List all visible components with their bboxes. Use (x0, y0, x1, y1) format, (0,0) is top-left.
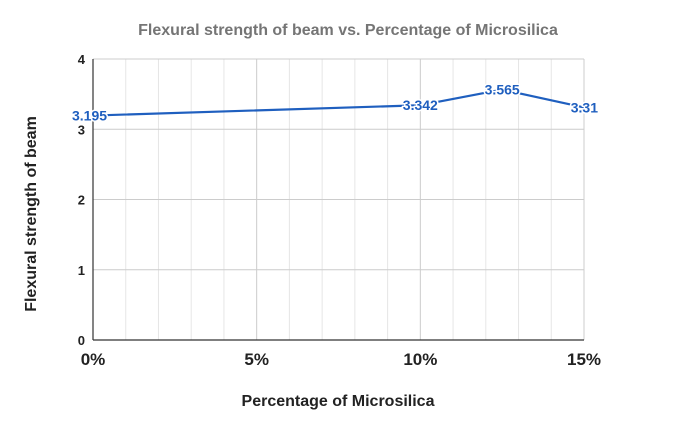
series (91, 88, 586, 117)
y-tick-label: 2 (78, 193, 85, 208)
x-tick-label: 15% (567, 350, 601, 369)
data-labels: 3.195 3.342 3.565 3.31 (71, 80, 600, 125)
y-tick-label: 0 (78, 333, 85, 348)
y-tick-label: 3 (78, 122, 85, 137)
data-label: 3.195 (72, 108, 107, 124)
y-axis-title: Flexural strength of beam (23, 116, 40, 312)
data-label: 3.565 (485, 82, 520, 98)
y-tick-label: 4 (78, 52, 86, 67)
tick-labels: 0 1 2 3 4 0% 5% 10% 15% (78, 52, 601, 369)
y-tick-label: 1 (78, 263, 85, 278)
x-tick-label: 10% (403, 350, 437, 369)
x-axis-title: Percentage of Microsilica (242, 393, 435, 410)
grid (93, 58, 585, 340)
series-line (91, 88, 586, 117)
data-label: 3.31 (571, 99, 598, 115)
data-label: 3.342 (403, 97, 438, 113)
axes (92, 59, 584, 341)
x-tick-label: 5% (244, 350, 269, 369)
x-tick-label: 0% (81, 350, 106, 369)
chart-title: Flexural strength of beam vs. Percentage… (138, 22, 558, 39)
